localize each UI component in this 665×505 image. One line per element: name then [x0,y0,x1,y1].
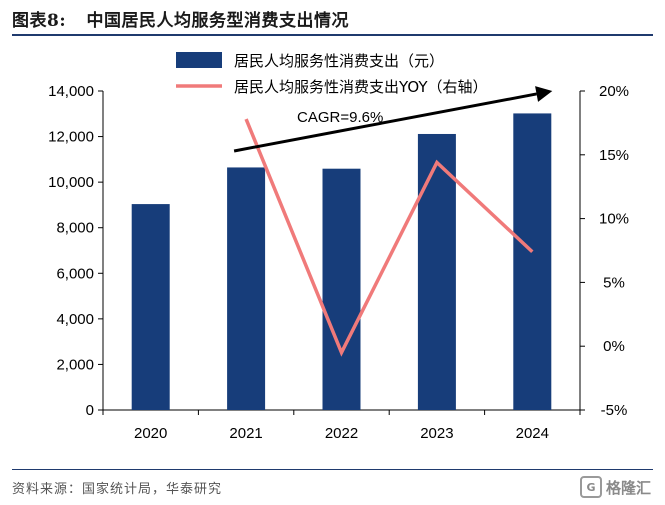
x-tick-label: 2021 [229,425,262,442]
watermark-logo: G 格隆汇 [579,476,651,498]
cagr-arrow-head [535,86,553,102]
x-tick-label: 2022 [325,425,358,442]
yoy-line [244,118,534,357]
y-left-tick-label: 12,000 [48,129,94,146]
y-right-tick-label: 15% [599,147,629,164]
figure-title: 图表8: 中国居民人均服务型消费支出情况 [12,6,349,31]
x-tick-label: 2020 [134,425,167,442]
y-left-tick-label: 2,000 [56,356,94,373]
source-note: 资料来源：国家统计局，华泰研究 [12,482,223,497]
bar-2023 [417,133,456,410]
y-right-tick-label: 0% [603,338,625,355]
source-divider [12,469,653,470]
bar-2020 [131,204,170,410]
cagr-arrow-shaft [233,92,537,153]
figure-number: 图表8: [12,11,67,31]
bar-2021 [227,167,266,410]
bar-2024 [513,113,552,410]
title-divider [12,34,653,36]
y-left-tick-label: 8,000 [56,220,94,237]
x-tick-label: 2024 [516,425,549,442]
logo-mark-icon: G [579,476,602,498]
y-left-tick-label: 6,000 [56,265,94,282]
y-right-tick-label: 5% [603,274,625,291]
legend-bar-label: 居民人均服务性消费支出（元） [234,52,444,70]
legend-bar-swatch [176,52,222,68]
x-tick-label: 2023 [420,425,453,442]
bar-2022 [322,168,361,410]
y-right-tick-label: 20% [599,83,629,100]
logo-text: 格隆汇 [605,478,651,497]
y-right-tick-label: 10% [599,211,629,228]
legend-line-label: 居民人均服务性消费支出YOY（右轴） [234,78,488,96]
y-left-tick-label: 14,000 [48,83,94,100]
cagr-annotation: CAGR=9.6% [297,109,383,126]
y-left-tick-label: 0 [86,402,94,419]
y-left-tick-label: 4,000 [56,311,94,328]
y-right-tick-label: -5% [601,402,628,419]
y-left-tick-label: 10,000 [48,174,94,191]
combo-chart: 0 2,000 4,000 6,000 8,000 10,000 12,000 14,000 -… [48,52,629,442]
figure-title-text: 中国居民人均服务型消费支出情况 [86,11,350,31]
